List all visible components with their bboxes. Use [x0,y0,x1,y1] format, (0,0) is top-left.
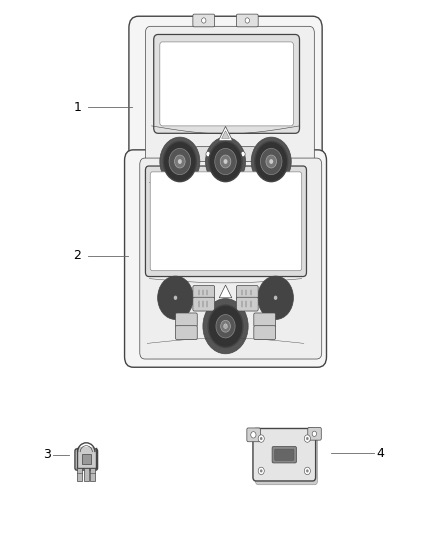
FancyBboxPatch shape [150,172,302,271]
FancyBboxPatch shape [247,428,260,442]
Circle shape [260,437,262,440]
FancyBboxPatch shape [160,42,293,126]
Polygon shape [219,126,233,141]
Circle shape [216,314,235,338]
Circle shape [158,276,193,319]
Polygon shape [219,285,232,298]
FancyBboxPatch shape [237,14,258,27]
Circle shape [223,159,227,164]
Circle shape [306,437,309,440]
Circle shape [205,137,246,186]
FancyBboxPatch shape [176,326,197,340]
FancyBboxPatch shape [272,447,297,463]
FancyBboxPatch shape [193,286,215,300]
FancyBboxPatch shape [129,16,322,209]
Circle shape [174,296,177,300]
FancyBboxPatch shape [193,14,215,27]
Bar [84,468,88,481]
FancyBboxPatch shape [193,297,215,311]
FancyBboxPatch shape [176,313,197,327]
FancyBboxPatch shape [254,313,276,327]
Circle shape [261,280,290,316]
FancyBboxPatch shape [195,147,221,161]
FancyBboxPatch shape [145,26,314,199]
Text: 4: 4 [376,447,384,459]
Circle shape [269,159,273,164]
Circle shape [203,298,248,354]
Circle shape [160,137,200,186]
Circle shape [215,148,236,175]
Polygon shape [223,322,228,328]
FancyBboxPatch shape [275,449,294,461]
Circle shape [304,435,311,442]
Polygon shape [222,131,230,139]
Circle shape [178,159,182,164]
Text: 3: 3 [43,448,51,461]
Circle shape [221,320,230,332]
Circle shape [260,470,262,472]
Circle shape [174,155,185,168]
FancyBboxPatch shape [230,147,255,161]
FancyBboxPatch shape [237,297,258,311]
Circle shape [163,141,196,182]
FancyBboxPatch shape [154,35,300,133]
FancyBboxPatch shape [254,326,276,340]
Circle shape [251,137,291,186]
Circle shape [254,141,288,182]
Circle shape [169,148,191,175]
Circle shape [266,155,276,168]
Circle shape [258,435,264,442]
Circle shape [251,432,256,438]
Circle shape [312,431,317,437]
FancyBboxPatch shape [215,149,236,161]
Circle shape [261,148,282,175]
FancyBboxPatch shape [124,150,326,367]
Text: 2: 2 [74,249,81,262]
FancyBboxPatch shape [255,433,318,484]
Circle shape [258,276,293,319]
Circle shape [206,151,210,157]
Circle shape [241,151,245,157]
Circle shape [171,293,180,303]
Bar [78,468,82,481]
Circle shape [258,467,264,474]
FancyBboxPatch shape [140,158,322,359]
Circle shape [271,293,280,303]
Circle shape [306,470,309,472]
Circle shape [267,287,284,309]
Circle shape [161,280,190,316]
Bar [90,468,95,481]
Circle shape [201,18,206,23]
Circle shape [304,467,311,474]
FancyBboxPatch shape [145,166,307,277]
Bar [78,447,95,452]
Circle shape [166,287,184,309]
Circle shape [245,18,250,23]
Circle shape [274,296,277,300]
FancyBboxPatch shape [308,427,321,440]
Bar [82,454,91,464]
FancyBboxPatch shape [237,286,258,300]
Circle shape [209,141,242,182]
Circle shape [220,155,231,168]
Circle shape [223,324,228,329]
FancyBboxPatch shape [253,429,316,481]
Text: 1: 1 [74,101,81,114]
Circle shape [208,305,243,348]
FancyBboxPatch shape [75,449,98,470]
